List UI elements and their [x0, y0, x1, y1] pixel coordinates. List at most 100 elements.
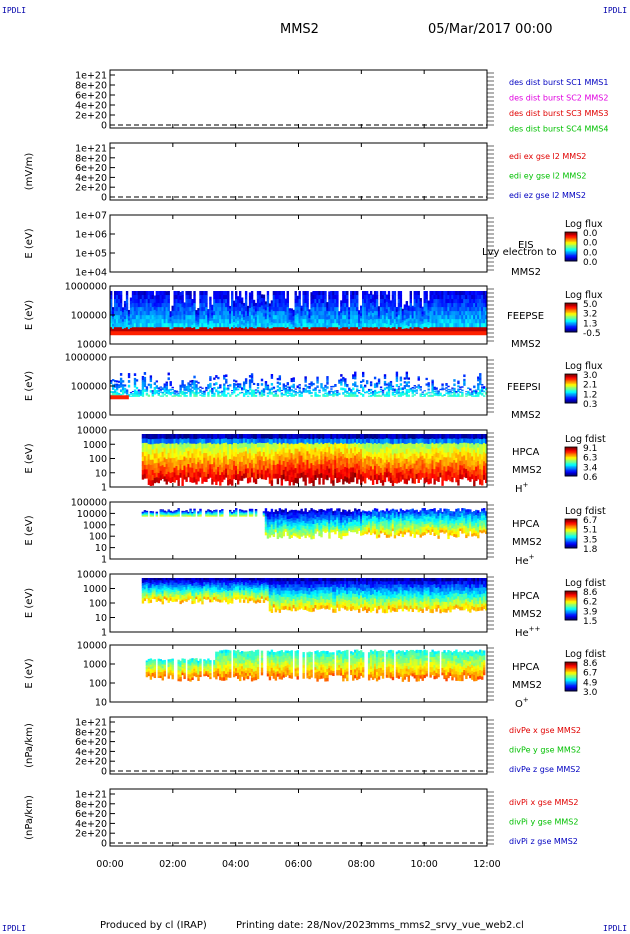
feepsi-spectrogram-cell — [151, 395, 155, 397]
feepse-spectrogram-cell — [316, 299, 319, 304]
feepse-spectrogram-cell — [437, 295, 440, 300]
feepsi-spectrogram-cell — [314, 388, 317, 391]
feepse-spectrogram-cell — [443, 291, 446, 296]
hpca-h-spectrogram-cell — [145, 456, 149, 461]
feepse-spectrogram-cell — [250, 299, 254, 304]
feepse-spectrogram-cell — [356, 327, 359, 332]
feepse-spectrogram-cell — [209, 324, 212, 329]
feepse-spectrogram-cell — [340, 325, 343, 329]
feepsi-spectrogram-cell — [342, 376, 345, 380]
feepse-spectrogram-cell — [328, 291, 331, 296]
feepse-spectrogram-cell — [397, 323, 401, 328]
feepse-spectrogram-cell — [284, 308, 287, 313]
feepse-spectrogram-cell — [223, 303, 226, 308]
feepse-spectrogram-cell — [151, 299, 155, 304]
feepsi-spectrogram-cell — [171, 391, 174, 393]
feepsi-spectrogram-cell — [258, 392, 262, 394]
hpca-h-spectrogram-cell — [413, 478, 416, 484]
feepsi-spectrogram-cell — [167, 391, 170, 395]
feepsi-spectrogram-cell — [419, 387, 422, 389]
feepsi-spectrogram-cell — [435, 393, 438, 395]
hpca-h-spectrogram-cell — [147, 439, 151, 445]
feepse-spectrogram-cell — [127, 322, 131, 326]
feepsi-spectrogram-cell — [332, 385, 335, 388]
feepsi-spectrogram-cell — [111, 384, 115, 387]
feepsi-spectrogram-cell — [473, 392, 476, 394]
feepsi-spectrogram-cell — [405, 381, 409, 385]
feepsi-spectrogram-cell — [399, 394, 403, 397]
feepse-spectrogram-cell — [477, 323, 480, 328]
feepse-spectrogram-cell — [296, 309, 299, 314]
feepse-spectrogram-cell — [235, 311, 238, 316]
feepsi-spectrogram-cell — [361, 386, 365, 390]
feepse-spectrogram-cell — [395, 319, 399, 322]
feepsi-spectrogram-cell — [296, 386, 299, 389]
feepsi-spectrogram-cell — [211, 388, 214, 391]
feepsi-spectrogram-cell — [246, 390, 250, 392]
feepse-spectrogram-cell — [363, 291, 367, 296]
feepsi-spectrogram-cell — [274, 394, 278, 396]
feepsi-colorbar-swatch — [565, 387, 577, 389]
feepse-spectrogram-cell — [272, 327, 276, 332]
feepse-spectrogram-cell — [155, 315, 159, 320]
feepse-spectrogram-cell — [330, 299, 333, 304]
feepse-spectrogram-cell — [485, 311, 488, 316]
feepsi-spectrogram-cell — [465, 395, 468, 397]
feepsi-spectrogram-cell — [415, 392, 418, 394]
feepse-spectrogram-cell — [209, 320, 212, 325]
feepse-spectrogram-cell — [177, 307, 180, 312]
feepsi-spectrogram-cell — [314, 391, 317, 394]
feepse-spectrogram-cell — [137, 315, 141, 320]
feepse-spectrogram-cell — [159, 315, 162, 320]
feepse-spectrogram-cell — [284, 314, 287, 319]
feepse-spectrogram-cell — [471, 303, 474, 308]
feepse-spectrogram-cell — [294, 307, 297, 312]
feepsi-spectrogram-cell — [316, 381, 319, 384]
feepsi-spectrogram-cell — [300, 393, 303, 395]
feepsi-spectrogram-cell — [348, 388, 351, 390]
feepse-spectrogram-cell — [127, 324, 131, 328]
feepse-spectrogram-cell — [485, 327, 488, 332]
feepsi-spectrogram-cell — [151, 392, 155, 394]
hpca-h-spectrogram-cell — [145, 473, 149, 479]
feepse-spectrogram-cell — [296, 324, 299, 329]
feepse-spectrogram-cell — [110, 327, 113, 332]
feepse-spectrogram-cell — [270, 309, 274, 314]
feepsi-spectrogram-cell — [332, 393, 335, 395]
feepse-spectrogram-cell — [296, 327, 299, 332]
feepsi-spectrogram-cell — [407, 377, 411, 380]
feepse-spectrogram-cell — [350, 303, 353, 308]
feepse-colorbar-tick: -0.5 — [583, 329, 601, 339]
feepse-spectrogram-cell — [193, 315, 196, 320]
feepsi-spectrogram-cell — [187, 387, 190, 390]
eis-minor-ticks — [487, 217, 494, 271]
edi-e-gse-y-tick-label: 4e+20 — [75, 173, 107, 184]
feepse-spectrogram-cell — [443, 303, 446, 308]
feepsi-spectrogram-cell — [262, 392, 266, 394]
feepse-spectrogram-cell — [161, 303, 164, 308]
feepse-spectrogram-cell — [348, 324, 351, 327]
feepsi-spectrogram-cell — [111, 387, 115, 390]
feepsi-spectrogram-cell — [433, 392, 436, 394]
feepse-spectrogram-cell — [199, 327, 202, 332]
feepsi-spectrogram-cell — [308, 385, 311, 388]
feepsi-spectrogram-cell — [221, 390, 224, 392]
feepse-spectrogram-cell — [473, 299, 476, 304]
feepse-spectrogram-cell — [294, 311, 297, 316]
feepse-spectrogram-cell — [195, 316, 198, 319]
feepse-spectrogram-cell — [298, 303, 301, 308]
eis-colorbar-swatch — [565, 236, 577, 239]
feepsi-spectrogram-cell — [233, 382, 236, 386]
feepse-spectrogram-cell — [280, 295, 284, 300]
feepse-spectrogram-cell — [371, 320, 375, 325]
feepse-spectrogram-cell — [201, 299, 204, 304]
feepsi-spectrogram-cell — [425, 377, 428, 381]
feepsi-colorbar-tick: 3.0 — [583, 371, 598, 381]
feepse-spectrogram-cell — [395, 309, 399, 313]
eis-colorbar-tick: 0.0 — [583, 239, 598, 249]
feepse-spectrogram-cell — [449, 327, 452, 332]
feepsi-spectrogram-cell — [151, 390, 155, 392]
feepse-spectrogram-cell — [387, 319, 391, 324]
feepse-spectrogram-cell — [276, 311, 280, 316]
feepsi-spectrogram-cell — [278, 382, 282, 386]
